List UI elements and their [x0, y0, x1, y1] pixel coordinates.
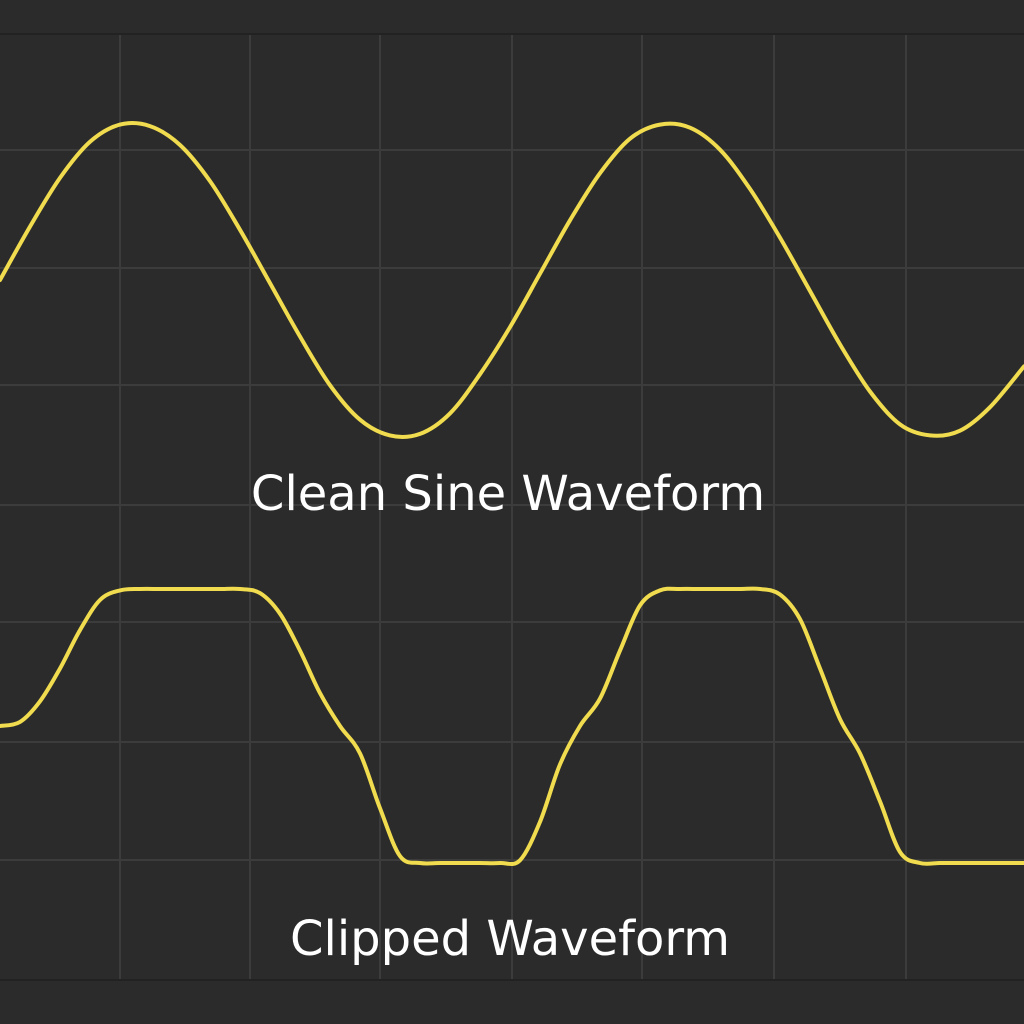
clean-waveform-line	[0, 121, 1024, 439]
waveforms	[0, 121, 1024, 867]
clipped-waveform-caption: Clipped Waveform	[290, 911, 730, 967]
clipped-waveform-line	[0, 586, 1024, 867]
clean-sine-caption: Clean Sine Waveform	[251, 466, 765, 522]
